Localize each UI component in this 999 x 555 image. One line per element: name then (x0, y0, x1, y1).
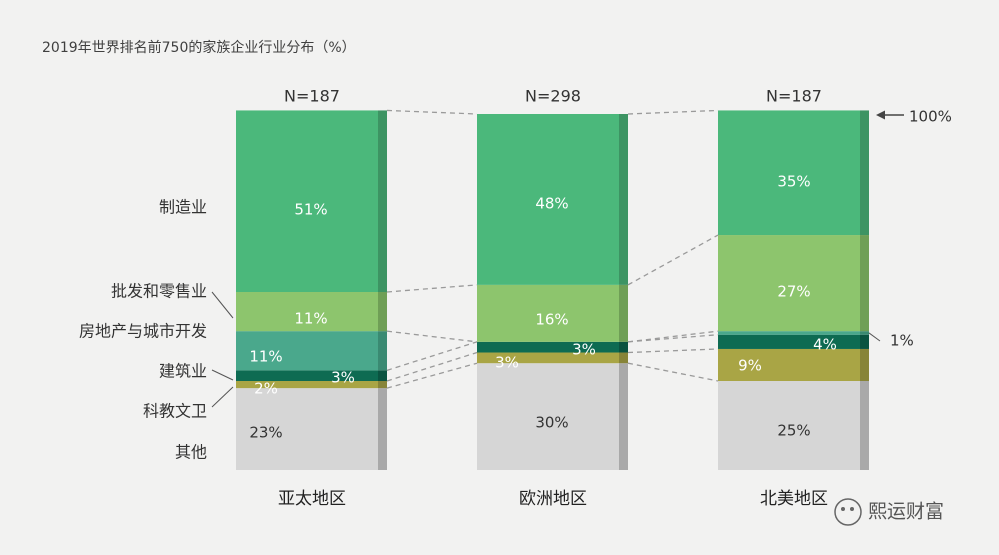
bar-segment (236, 381, 378, 389)
connector-line (386, 341, 478, 371)
bar-segment (236, 110, 378, 292)
chart-title: 2019年世界排名前750的家族企业行业分布（%） (42, 39, 356, 56)
bar-segment-side (860, 334, 869, 349)
bar-segment-side (860, 348, 869, 381)
arrow-head-icon (876, 110, 885, 120)
legend-label: 科教文卫 (143, 402, 207, 421)
segment-value-label: 4% (813, 336, 837, 354)
segment-value-label: 1% (890, 332, 914, 350)
segment-value-label: 9% (738, 357, 762, 375)
segment-value-label: 3% (331, 369, 355, 387)
bar-segment (477, 363, 619, 470)
segment-value-label: 35% (777, 173, 810, 191)
connector-line (386, 351, 478, 382)
legend-leader-line (211, 369, 234, 381)
bar-segment (236, 370, 378, 381)
connector-line (386, 330, 478, 343)
bar-segment (718, 381, 860, 470)
segment-value-label: 23% (249, 424, 282, 442)
legend-leader-line (211, 386, 234, 408)
bar-segment (477, 341, 619, 353)
connector-line (627, 234, 719, 286)
wechat-icon-eye (841, 507, 845, 511)
segment-value-label: 11% (294, 310, 327, 328)
legend-label: 房地产与城市开发 (79, 322, 207, 341)
connector-line (386, 284, 478, 293)
leader-line (868, 332, 881, 342)
bar-segment-side (860, 110, 869, 236)
connector-line (627, 334, 719, 343)
sample-size-label: N=187 (766, 87, 822, 106)
watermark-text: 熙运财富 (868, 501, 944, 523)
segment-value-label: 27% (777, 283, 810, 301)
legend-label: 批发和零售业 (111, 282, 207, 301)
bar-segment (718, 331, 860, 335)
x-tick-label: 北美地区 (760, 489, 828, 509)
bar-segment-side (378, 331, 387, 371)
bar-segment (718, 348, 860, 381)
bar-segment (236, 331, 378, 371)
sample-size-label: N=298 (525, 87, 581, 106)
segment-value-label: 16% (535, 311, 568, 329)
bar-segment (236, 292, 378, 332)
bar-segment-side (619, 341, 628, 353)
wechat-icon-eye (850, 507, 854, 511)
bar-segment (236, 388, 378, 470)
segment-value-label: 3% (495, 354, 519, 372)
bar-segment-side (860, 331, 869, 335)
bar-segment (477, 114, 619, 285)
bar-segment-side (378, 388, 387, 470)
bar-segment (718, 110, 860, 236)
segment-value-label: 25% (777, 422, 810, 440)
segment-value-label: 48% (535, 195, 568, 213)
bar-segment-side (619, 114, 628, 285)
segment-value-label: 3% (572, 341, 596, 359)
x-tick-label: 欧洲地区 (519, 489, 587, 509)
bar-segment-side (378, 110, 387, 292)
connector-line (627, 362, 719, 382)
x-tick-label: 亚太地区 (278, 489, 346, 509)
bar-segment (477, 352, 619, 364)
bar-segment-side (860, 381, 869, 470)
legend-leader-line (211, 291, 234, 319)
segment-value-label: 51% (294, 201, 327, 219)
legend-label: 建筑业 (159, 362, 207, 381)
bar-segment (718, 235, 860, 332)
connector-top (386, 109, 478, 115)
bar-segment-side (619, 352, 628, 364)
connector-line (386, 362, 478, 389)
connector-top (627, 109, 719, 115)
bar-segment-side (860, 235, 869, 332)
bar-segment-side (378, 370, 387, 381)
bar-segment-side (619, 363, 628, 470)
connector-line (627, 348, 719, 354)
segment-value-label: 11% (249, 348, 282, 366)
sample-size-label: N=187 (284, 87, 340, 106)
top-marker-label: 100% (909, 108, 952, 126)
bar-segment-side (619, 284, 628, 342)
wechat-icon (834, 498, 862, 526)
bar-segment-side (378, 381, 387, 389)
legend-label: 制造业 (159, 198, 207, 217)
bar-segment-side (378, 292, 387, 332)
segment-value-label: 2% (254, 380, 278, 398)
segment-value-label: 30% (535, 414, 568, 432)
legend-label: 其他 (175, 443, 207, 462)
bar-segment (477, 284, 619, 342)
connector-line (627, 330, 719, 343)
bar-segment (718, 334, 860, 349)
